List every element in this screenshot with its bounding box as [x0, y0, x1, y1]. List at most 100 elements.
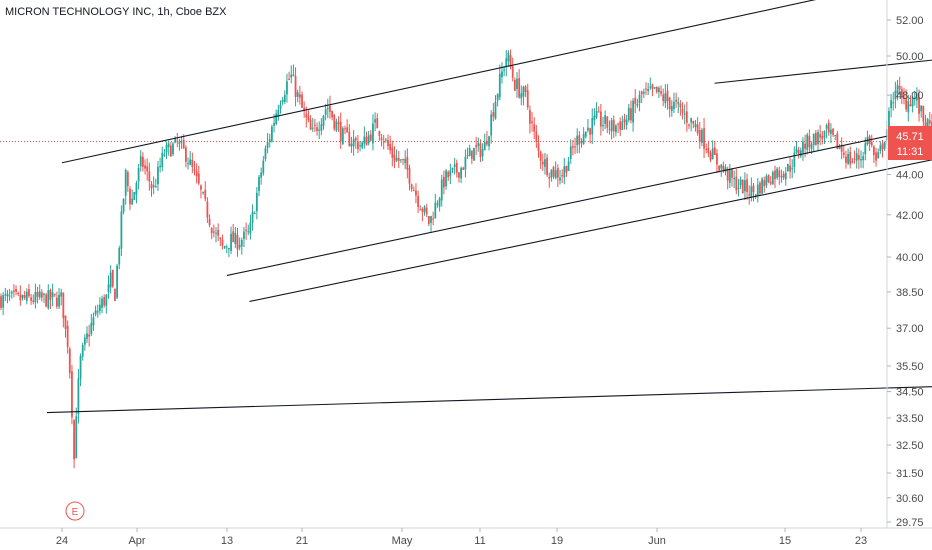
candle-body	[909, 104, 912, 107]
price-axis-ticks[interactable]: 52.0050.0048.0046.0044.0042.0040.0038.50…	[887, 15, 924, 529]
candle	[509, 49, 512, 70]
candle	[335, 118, 338, 133]
candle	[169, 142, 172, 157]
candle-body	[335, 121, 338, 131]
candle	[286, 73, 288, 103]
candle-body	[483, 141, 486, 151]
candle	[101, 295, 103, 314]
candle-body	[748, 194, 751, 196]
candle-body	[627, 107, 630, 121]
candle	[520, 85, 523, 106]
candle-body	[245, 229, 247, 231]
candle-body	[662, 94, 665, 101]
candle-body	[634, 97, 637, 104]
candle	[8, 288, 11, 302]
candle	[569, 139, 572, 164]
candle	[251, 204, 254, 231]
candle-body	[926, 118, 929, 130]
candle-body	[518, 78, 521, 98]
candle-body	[649, 86, 652, 88]
candle	[488, 135, 490, 151]
candle-body	[264, 148, 267, 160]
candle-body	[830, 129, 832, 134]
candle	[279, 100, 282, 114]
candle	[479, 139, 482, 163]
candle-body	[464, 156, 467, 170]
candle	[354, 136, 357, 149]
candle-body	[88, 334, 91, 337]
candle-body	[212, 231, 215, 233]
candle-body	[559, 177, 561, 181]
earnings-event-marker[interactable]: E	[65, 501, 85, 521]
candle	[636, 98, 639, 108]
candle	[421, 207, 424, 222]
candle	[756, 178, 759, 203]
candle	[782, 171, 785, 181]
candle	[774, 165, 776, 188]
candle-body	[228, 248, 230, 250]
candle	[776, 167, 779, 180]
candle	[870, 134, 873, 148]
candle	[316, 122, 318, 136]
candle	[440, 174, 443, 207]
candle	[789, 157, 791, 179]
candle	[462, 166, 465, 170]
candle	[565, 165, 568, 177]
candle	[548, 172, 551, 188]
candle	[208, 214, 211, 228]
candle-body	[415, 190, 417, 196]
candle	[881, 139, 884, 158]
candle-body	[877, 152, 880, 158]
candle-body	[206, 201, 209, 218]
candle-body	[189, 159, 192, 165]
candle-body	[202, 192, 204, 194]
candle	[458, 172, 460, 183]
last-price-badge[interactable]: 45.71 11:31	[888, 126, 932, 160]
candle	[847, 148, 849, 166]
candle-body	[236, 235, 239, 250]
candle-body	[486, 140, 488, 145]
candle-body	[913, 98, 916, 100]
candle-body	[739, 179, 742, 186]
y-tick-label: 37.00	[896, 323, 924, 335]
candle	[840, 137, 843, 160]
candle	[533, 117, 536, 140]
candle-body	[62, 292, 65, 319]
candle	[877, 148, 880, 159]
candle	[45, 293, 48, 308]
trend-line[interactable]	[714, 45, 932, 84]
time-axis-ticks[interactable]: 24 Apr 13 21 May 11 19 Jun 15 23	[56, 528, 867, 547]
trend-line[interactable]	[61, 0, 850, 164]
candle-body	[728, 169, 731, 183]
trend-line[interactable]	[249, 126, 932, 302]
candle	[4, 287, 7, 302]
candle-body	[68, 348, 71, 374]
candle	[255, 187, 258, 220]
candle-body	[548, 176, 551, 179]
candle	[552, 165, 555, 179]
candle-body	[787, 163, 789, 171]
candle-body	[890, 100, 892, 109]
candle-body	[572, 146, 574, 148]
candle	[642, 88, 645, 98]
candle-body	[15, 289, 17, 292]
y-tick-label: 32.50	[896, 440, 924, 452]
candle-body	[273, 122, 275, 126]
candle	[137, 164, 140, 190]
candle	[415, 183, 417, 204]
candle-body	[522, 87, 525, 97]
candle-body	[703, 128, 705, 149]
candle	[737, 178, 740, 197]
candle	[539, 150, 542, 169]
candle-body	[200, 185, 202, 190]
trend-line[interactable]	[46, 379, 932, 414]
candle-body	[178, 141, 181, 144]
candle-body	[10, 291, 13, 294]
candle	[526, 83, 529, 110]
candle-body	[28, 289, 30, 297]
drawn-trend-lines[interactable]	[46, 0, 932, 414]
candle	[427, 215, 430, 226]
candle-body	[223, 246, 226, 249]
candle-body	[447, 171, 450, 178]
